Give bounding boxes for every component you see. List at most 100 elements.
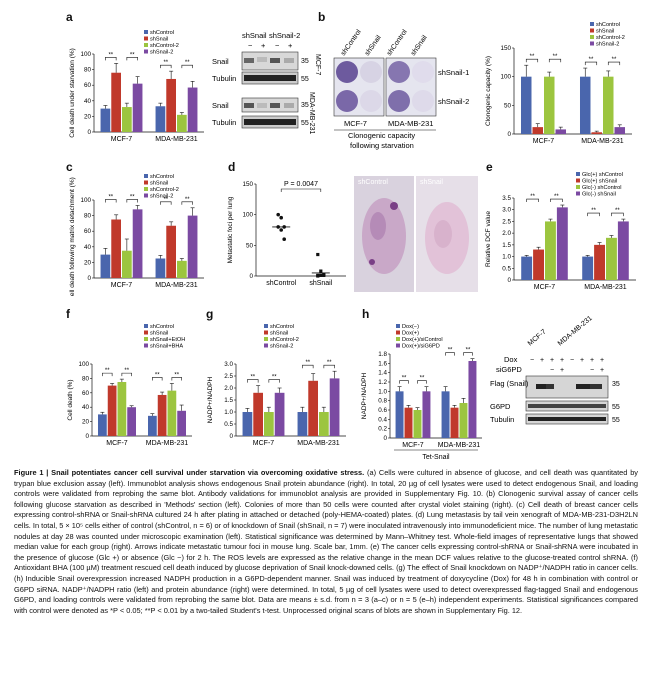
bar — [468, 361, 477, 438]
sig-marker: ** — [155, 372, 160, 378]
bar — [187, 87, 198, 132]
y-tick-label: 100 — [242, 212, 253, 219]
caption-title: Figure 1 | Snail potentiates cancer cell… — [14, 468, 365, 477]
blot-mw: 55 — [612, 417, 620, 424]
y-tick-label: 80 — [82, 375, 90, 382]
bar — [606, 237, 617, 280]
pvalue-bracket — [280, 188, 322, 192]
y-tick-label: 40 — [82, 404, 90, 411]
bar — [127, 407, 136, 436]
y-tick-label: 1.2 — [378, 379, 387, 386]
dox-sign: + — [540, 357, 544, 364]
y-tick-label: 0.6 — [378, 407, 387, 414]
sig-bracket — [463, 352, 473, 356]
img-label: shControl — [358, 179, 388, 186]
sig-bracket — [181, 64, 193, 69]
legend-label: shControl-2 — [150, 43, 179, 49]
blot-mw: 35 — [612, 381, 620, 388]
y-tick-label: 100 — [78, 361, 89, 368]
sig-bracket — [126, 57, 138, 61]
x-tick-label: MDA-MB-231 — [584, 284, 627, 291]
sig-marker: ** — [612, 57, 617, 63]
sig-marker: ** — [402, 376, 407, 382]
bar — [132, 83, 143, 132]
legend-label: Glc(+) shSnail — [582, 179, 617, 185]
lung-image-shsnail: shSnail — [416, 176, 478, 292]
blot-mw: 55 — [301, 120, 309, 127]
legend-label: shControl — [150, 324, 174, 330]
sig-bracket — [611, 212, 624, 217]
legend-label: Glc(+) shControl — [582, 172, 623, 178]
bar — [242, 412, 253, 436]
sig-bracket — [525, 58, 539, 63]
bar — [177, 410, 186, 436]
sig-bracket — [584, 61, 598, 66]
sig-marker: ** — [466, 348, 471, 354]
y-axis-label: Cell death under starvation (%) — [69, 48, 76, 138]
bar — [450, 407, 459, 438]
x-tick-label: shSnail — [309, 280, 332, 287]
y-tick-label: 150 — [500, 45, 511, 52]
legend-label: shControl — [596, 22, 620, 28]
y-tick-label: 0 — [249, 273, 253, 280]
y-tick-label: 1.4 — [378, 370, 387, 377]
legend-label: shSnail-2 — [150, 194, 173, 200]
img-label: shSnail — [420, 179, 443, 186]
bar — [329, 378, 340, 436]
y-tick-label: 40 — [84, 244, 92, 251]
y-axis-label: NADP+/NADPH — [207, 376, 214, 423]
y-axis-label: Cell death (%) — [67, 379, 74, 420]
legend-label: shSnail — [150, 181, 168, 187]
sirna-sign: − — [590, 367, 594, 374]
data-point — [316, 252, 320, 257]
sig-marker: ** — [174, 372, 179, 378]
y-tick-label: 80 — [84, 67, 92, 74]
sig-bracket — [268, 379, 280, 383]
bar — [617, 221, 629, 280]
legend-swatch — [264, 343, 268, 348]
legend-swatch — [576, 178, 580, 183]
legend-swatch — [144, 330, 148, 335]
pvalue-label: P = 0.0047 — [284, 181, 318, 188]
blot-sign: + — [288, 41, 293, 50]
y-tick-label: 60 — [84, 82, 92, 89]
bar — [177, 114, 187, 132]
sig-bracket — [550, 198, 563, 203]
sig-bracket — [399, 380, 409, 384]
legend-label: Dox(+) — [402, 331, 419, 337]
sig-bracket — [526, 198, 539, 203]
bar — [100, 254, 111, 278]
bar — [100, 108, 111, 132]
legend-swatch — [144, 174, 148, 178]
y-tick-label: 100 — [500, 74, 511, 81]
legend-label: Glc(-) shControl — [582, 185, 621, 191]
sirna-sign: + — [560, 367, 564, 374]
bar — [545, 221, 556, 280]
y-axis-label: NADP+/NADPH — [361, 372, 368, 419]
dox-sign: + — [580, 357, 584, 364]
legend-swatch — [144, 343, 148, 348]
x-tick-label: MCF-7 — [111, 136, 132, 143]
y-tick-label: 1.0 — [502, 254, 511, 261]
sig-marker: ** — [591, 208, 596, 214]
data-point — [276, 212, 280, 217]
bar — [166, 225, 176, 278]
bar — [579, 76, 591, 134]
x-tick-label: MDA-MB-231 — [155, 282, 198, 289]
x-axis-label: Tet-Snail — [422, 454, 450, 460]
bar — [422, 391, 431, 438]
bar — [555, 129, 567, 134]
bar — [614, 127, 626, 134]
sig-bracket — [160, 201, 172, 205]
figure-caption: Figure 1 | Snail potentiates cancer cell… — [14, 468, 638, 616]
y-tick-label: 50 — [246, 242, 254, 249]
sig-bracket — [160, 64, 172, 69]
bar — [167, 390, 177, 436]
legend-label: shControl — [150, 174, 174, 180]
data-point — [282, 237, 286, 241]
y-tick-label: 3.0 — [502, 207, 511, 214]
sig-marker: ** — [305, 360, 310, 366]
